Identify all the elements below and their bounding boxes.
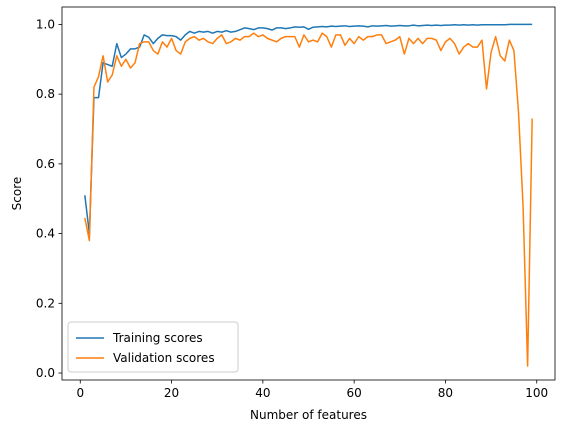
x-tick-label: 60 [347, 386, 362, 400]
y-tick-label: 0.2 [36, 296, 55, 310]
x-axis-label: Number of features [250, 408, 367, 422]
legend-label-training: Training scores [112, 331, 203, 345]
y-tick-label: 0.8 [36, 87, 55, 101]
x-axis: 0 20 40 60 80 100 [76, 380, 548, 400]
y-tick-label: 0.0 [36, 366, 55, 380]
series-line-training [84, 23, 533, 235]
x-tick-label: 100 [525, 386, 548, 400]
plot-frame [61, 6, 556, 381]
legend: Training scores Validation scores [67, 321, 239, 373]
y-tick-label: 1.0 [36, 17, 55, 31]
y-tick-label: 0.6 [36, 157, 55, 171]
y-axis-label: Score [10, 177, 24, 211]
y-axis: 0.0 0.2 0.4 0.6 0.8 1.0 [36, 17, 62, 380]
y-tick-label: 0.4 [36, 227, 55, 241]
x-tick-label: 80 [438, 386, 453, 400]
x-tick-label: 20 [164, 386, 179, 400]
series-line-validation [84, 32, 533, 367]
x-tick-label: 40 [255, 386, 270, 400]
plot-lines [84, 23, 533, 367]
legend-label-validation: Validation scores [113, 351, 215, 365]
legend-box [67, 321, 239, 373]
x-tick-label: 0 [76, 386, 84, 400]
